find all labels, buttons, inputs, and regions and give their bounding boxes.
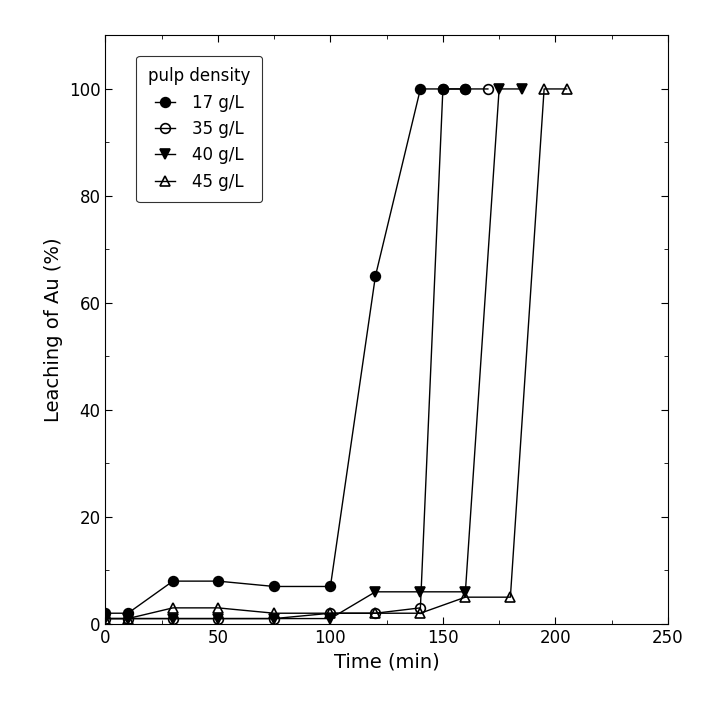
X-axis label: Time (min): Time (min) bbox=[334, 652, 439, 671]
17 g/L bbox=[461, 84, 470, 93]
45 g/L bbox=[371, 609, 380, 618]
35 g/L bbox=[124, 614, 132, 623]
45 g/L bbox=[506, 593, 515, 601]
40 g/L bbox=[416, 588, 425, 596]
45 g/L bbox=[540, 84, 548, 93]
45 g/L bbox=[562, 84, 571, 93]
40 g/L bbox=[124, 614, 132, 623]
40 g/L bbox=[270, 614, 278, 623]
45 g/L bbox=[101, 614, 110, 623]
40 g/L bbox=[495, 84, 503, 93]
45 g/L bbox=[326, 609, 335, 618]
Y-axis label: Leaching of Au (%): Leaching of Au (%) bbox=[44, 238, 63, 422]
17 g/L bbox=[101, 609, 110, 618]
45 g/L bbox=[124, 614, 132, 623]
35 g/L bbox=[484, 84, 492, 93]
Legend: 17 g/L, 35 g/L, 40 g/L, 45 g/L: 17 g/L, 35 g/L, 40 g/L, 45 g/L bbox=[136, 55, 262, 202]
35 g/L bbox=[439, 84, 447, 93]
45 g/L bbox=[214, 603, 222, 612]
35 g/L bbox=[270, 614, 278, 623]
17 g/L bbox=[270, 582, 278, 591]
17 g/L bbox=[326, 582, 335, 591]
35 g/L bbox=[101, 614, 110, 623]
45 g/L bbox=[416, 609, 425, 618]
40 g/L bbox=[169, 614, 177, 623]
17 g/L bbox=[169, 577, 177, 586]
17 g/L bbox=[439, 84, 447, 93]
40 g/L bbox=[326, 614, 335, 623]
17 g/L bbox=[371, 272, 380, 281]
35 g/L bbox=[461, 84, 470, 93]
35 g/L bbox=[326, 609, 335, 618]
35 g/L bbox=[169, 614, 177, 623]
17 g/L bbox=[416, 84, 425, 93]
Line: 40 g/L: 40 g/L bbox=[101, 84, 527, 623]
40 g/L bbox=[371, 588, 380, 596]
Line: 17 g/L: 17 g/L bbox=[101, 84, 470, 618]
45 g/L bbox=[169, 603, 177, 612]
45 g/L bbox=[270, 609, 278, 618]
17 g/L bbox=[124, 609, 132, 618]
35 g/L bbox=[416, 603, 425, 612]
40 g/L bbox=[517, 84, 526, 93]
35 g/L bbox=[371, 609, 380, 618]
17 g/L bbox=[214, 577, 222, 586]
40 g/L bbox=[461, 588, 470, 596]
40 g/L bbox=[214, 614, 222, 623]
35 g/L bbox=[214, 614, 222, 623]
45 g/L bbox=[461, 593, 470, 601]
40 g/L bbox=[101, 614, 110, 623]
Line: 35 g/L: 35 g/L bbox=[101, 84, 493, 623]
Line: 45 g/L: 45 g/L bbox=[101, 84, 572, 623]
